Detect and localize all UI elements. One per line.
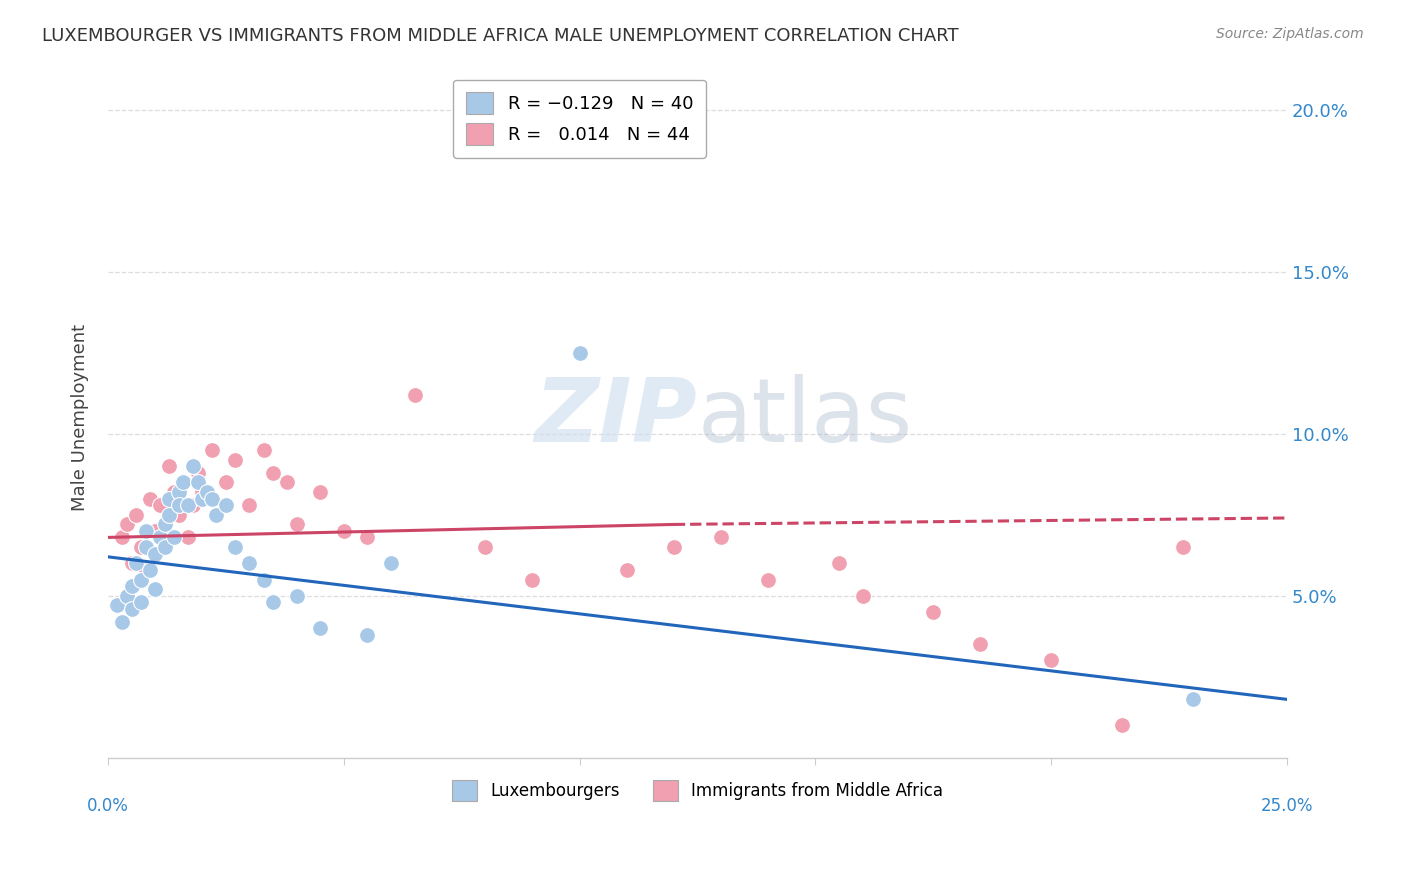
Point bbox=[111, 615, 134, 629]
Text: 25.0%: 25.0% bbox=[1261, 797, 1313, 814]
Point bbox=[187, 466, 209, 480]
Text: Source: ZipAtlas.com: Source: ZipAtlas.com bbox=[1216, 27, 1364, 41]
Point bbox=[167, 498, 190, 512]
Text: ZIP: ZIP bbox=[534, 374, 697, 461]
Point bbox=[115, 517, 138, 532]
Point bbox=[238, 498, 260, 512]
Point bbox=[285, 589, 308, 603]
Point bbox=[167, 508, 190, 522]
Point bbox=[143, 582, 166, 597]
Point bbox=[309, 621, 332, 635]
Point bbox=[380, 557, 402, 571]
Point bbox=[157, 508, 180, 522]
Point bbox=[201, 442, 224, 457]
Point bbox=[215, 475, 238, 490]
Point bbox=[616, 563, 638, 577]
Point bbox=[522, 573, 544, 587]
Point bbox=[276, 475, 298, 490]
Point bbox=[333, 524, 356, 538]
Point bbox=[172, 475, 194, 490]
Point bbox=[181, 498, 204, 512]
Point bbox=[710, 530, 733, 544]
Point bbox=[224, 540, 246, 554]
Point bbox=[1181, 692, 1204, 706]
Text: LUXEMBOURGER VS IMMIGRANTS FROM MIDDLE AFRICA MALE UNEMPLOYMENT CORRELATION CHAR: LUXEMBOURGER VS IMMIGRANTS FROM MIDDLE A… bbox=[42, 27, 959, 45]
Point bbox=[238, 557, 260, 571]
Point bbox=[125, 508, 148, 522]
Point bbox=[568, 345, 591, 359]
Point bbox=[1111, 718, 1133, 732]
Point bbox=[149, 498, 172, 512]
Point bbox=[115, 589, 138, 603]
Point bbox=[262, 595, 284, 609]
Legend: Luxembourgers, Immigrants from Middle Africa: Luxembourgers, Immigrants from Middle Af… bbox=[441, 770, 953, 811]
Point bbox=[756, 573, 779, 587]
Point bbox=[922, 605, 945, 619]
Point bbox=[474, 540, 496, 554]
Point bbox=[191, 485, 214, 500]
Point bbox=[195, 485, 218, 500]
Point bbox=[111, 530, 134, 544]
Point bbox=[662, 540, 685, 554]
Point bbox=[135, 563, 157, 577]
Point bbox=[828, 557, 851, 571]
Point bbox=[129, 595, 152, 609]
Point bbox=[309, 485, 332, 500]
Point bbox=[568, 345, 591, 359]
Point bbox=[252, 573, 274, 587]
Point bbox=[153, 540, 176, 554]
Point bbox=[135, 540, 157, 554]
Point bbox=[149, 530, 172, 544]
Point bbox=[224, 452, 246, 467]
Text: 0.0%: 0.0% bbox=[87, 797, 129, 814]
Point bbox=[181, 459, 204, 474]
Point bbox=[167, 485, 190, 500]
Point bbox=[153, 517, 176, 532]
Point bbox=[356, 530, 378, 544]
Point bbox=[125, 557, 148, 571]
Point bbox=[139, 491, 162, 506]
Point bbox=[404, 388, 426, 402]
Point bbox=[121, 557, 143, 571]
Point bbox=[285, 517, 308, 532]
Point bbox=[163, 485, 186, 500]
Point bbox=[851, 589, 873, 603]
Point bbox=[201, 491, 224, 506]
Point bbox=[121, 579, 143, 593]
Point bbox=[107, 599, 129, 613]
Point bbox=[252, 442, 274, 457]
Point bbox=[172, 475, 194, 490]
Point bbox=[969, 637, 991, 651]
Point bbox=[187, 475, 209, 490]
Point bbox=[143, 524, 166, 538]
Point bbox=[157, 459, 180, 474]
Point bbox=[191, 491, 214, 506]
Point bbox=[163, 530, 186, 544]
Y-axis label: Male Unemployment: Male Unemployment bbox=[72, 324, 89, 511]
Point bbox=[157, 491, 180, 506]
Point bbox=[139, 563, 162, 577]
Point bbox=[143, 547, 166, 561]
Point bbox=[153, 540, 176, 554]
Point bbox=[129, 540, 152, 554]
Point bbox=[1173, 540, 1195, 554]
Point bbox=[177, 530, 200, 544]
Point bbox=[121, 601, 143, 615]
Point bbox=[262, 466, 284, 480]
Point bbox=[177, 498, 200, 512]
Point bbox=[356, 627, 378, 641]
Point bbox=[1040, 653, 1063, 667]
Point bbox=[215, 498, 238, 512]
Point bbox=[135, 524, 157, 538]
Point bbox=[129, 573, 152, 587]
Text: atlas: atlas bbox=[697, 374, 912, 461]
Point bbox=[205, 508, 228, 522]
